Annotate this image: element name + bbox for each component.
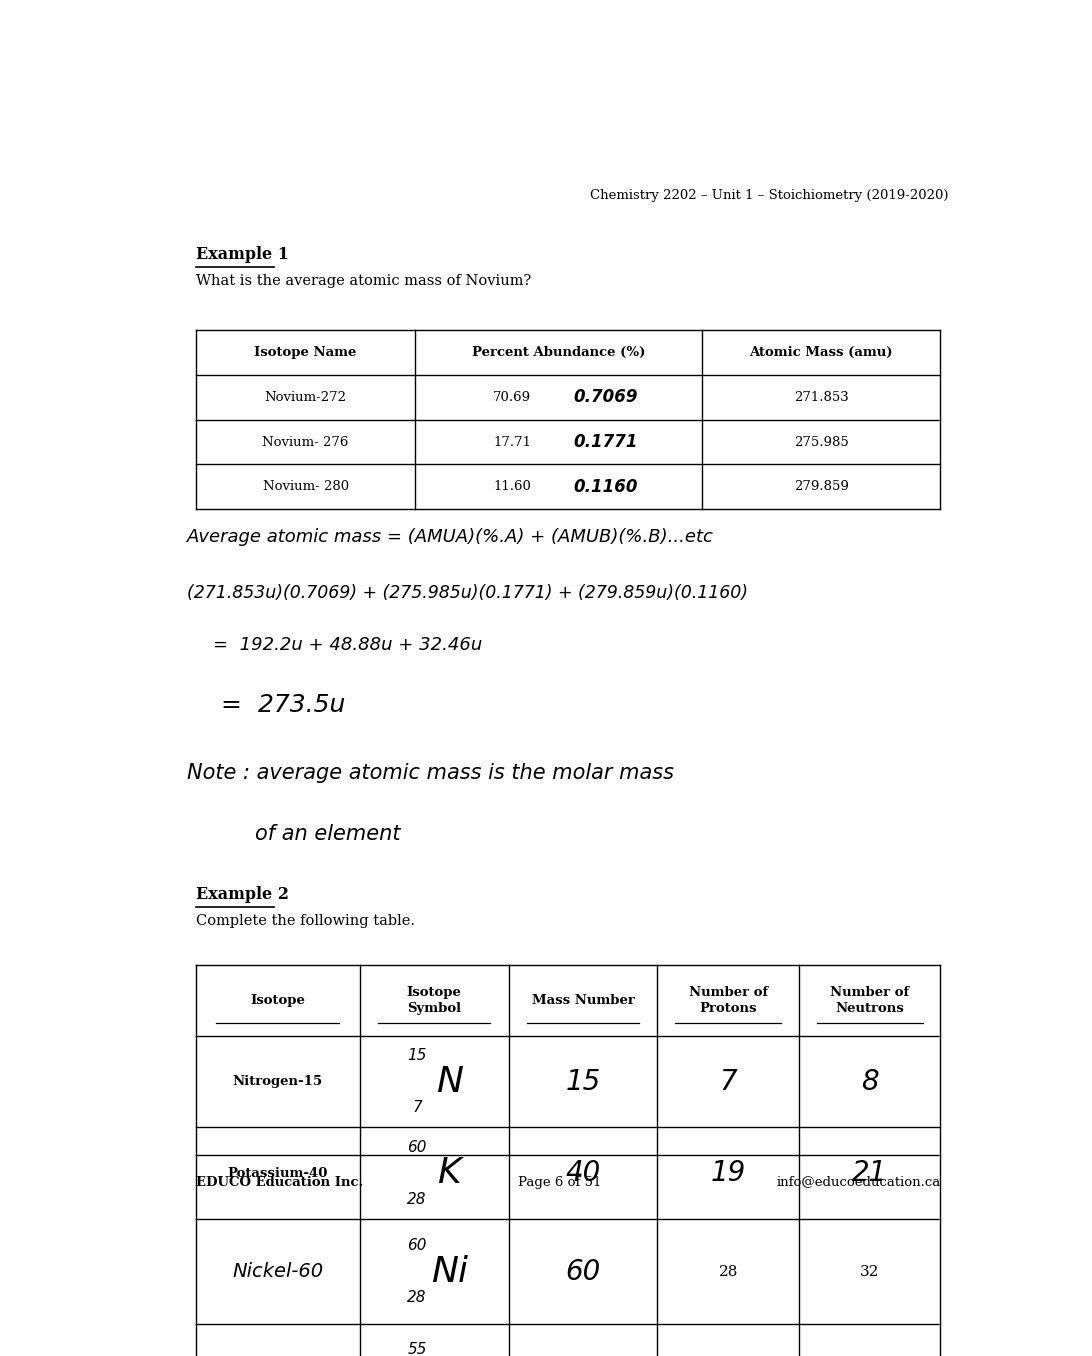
Text: Nitrogen-15: Nitrogen-15 (233, 1075, 323, 1088)
Text: 32: 32 (860, 1265, 879, 1279)
Text: Novium- 276: Novium- 276 (262, 435, 348, 449)
Text: Number of
Neutrons: Number of Neutrons (830, 986, 910, 1014)
Text: Chemistry 2202 – Unit 1 – Stoichiometry (2019-2020): Chemistry 2202 – Unit 1 – Stoichiometry … (591, 188, 949, 202)
Text: 19: 19 (711, 1159, 746, 1188)
Text: Atomic Mass (amu): Atomic Mass (amu) (749, 346, 893, 359)
Text: 271.853: 271.853 (794, 391, 848, 404)
Text: EDUCO Education Inc.: EDUCO Education Inc. (195, 1176, 363, 1188)
Text: Isotope
Symbol: Isotope Symbol (406, 986, 462, 1014)
Text: 11.60: 11.60 (494, 480, 531, 494)
Text: of an element: of an element (256, 823, 401, 843)
Text: Isotope: Isotope (250, 994, 305, 1006)
Text: 60: 60 (407, 1140, 427, 1155)
Text: Example 2: Example 2 (195, 887, 288, 903)
Text: Novium- 280: Novium- 280 (262, 480, 348, 494)
Text: 7: 7 (720, 1067, 737, 1096)
Text: 275.985: 275.985 (794, 435, 848, 449)
Text: Complete the following table.: Complete the following table. (195, 914, 415, 929)
Text: N: N (436, 1064, 463, 1098)
Text: 17.71: 17.71 (494, 435, 531, 449)
Text: info@educoeducation.ca: info@educoeducation.ca (776, 1176, 940, 1188)
Text: 0.1771: 0.1771 (573, 433, 638, 452)
Text: Average atomic mass = (AMUA)(%.A) + (AMUB)(%.B)...etc: Average atomic mass = (AMUA)(%.A) + (AMU… (188, 527, 714, 546)
Text: =  192.2u + 48.88u + 32.46u: = 192.2u + 48.88u + 32.46u (213, 636, 482, 654)
Text: 28: 28 (407, 1192, 427, 1207)
Text: Note : average atomic mass is the molar mass: Note : average atomic mass is the molar … (188, 763, 674, 782)
Text: Nickel-60: Nickel-60 (233, 1262, 323, 1281)
Text: Potassium-40: Potassium-40 (227, 1168, 328, 1180)
Text: Isotope Name: Isotope Name (254, 346, 357, 359)
Text: 28: 28 (719, 1265, 738, 1279)
Text: 60: 60 (566, 1257, 601, 1285)
Text: 0.7069: 0.7069 (573, 388, 638, 407)
Text: 55: 55 (407, 1342, 427, 1356)
Text: 28: 28 (407, 1290, 427, 1306)
Text: Page 6 of 51: Page 6 of 51 (518, 1176, 602, 1188)
Text: Ni: Ni (430, 1254, 467, 1288)
Text: =  273.5u: = 273.5u (221, 693, 345, 717)
Text: 60: 60 (407, 1238, 427, 1253)
Text: Novium-272: Novium-272 (264, 391, 346, 404)
Text: 7: 7 (413, 1100, 422, 1115)
Text: Example 1: Example 1 (195, 247, 288, 263)
Text: 40: 40 (566, 1159, 601, 1188)
Text: (271.853u)(0.7069) + (275.985u)(0.1771) + (279.859u)(0.1160): (271.853u)(0.7069) + (275.985u)(0.1771) … (188, 583, 748, 602)
Text: 15: 15 (566, 1067, 601, 1096)
Text: 15: 15 (407, 1048, 427, 1063)
Text: 0.1160: 0.1160 (573, 477, 638, 496)
Text: 70.69: 70.69 (494, 391, 532, 404)
Text: 8: 8 (860, 1067, 879, 1096)
Text: Percent Abundance (%): Percent Abundance (%) (472, 346, 645, 359)
Text: Mass Number: Mass Number (532, 994, 634, 1006)
Text: Number of
Protons: Number of Protons (689, 986, 768, 1014)
Text: 21: 21 (852, 1159, 888, 1188)
Text: 279.859: 279.859 (794, 480, 848, 494)
Text: K: K (438, 1157, 461, 1191)
Text: What is the average atomic mass of Novium?: What is the average atomic mass of Noviu… (195, 274, 531, 289)
